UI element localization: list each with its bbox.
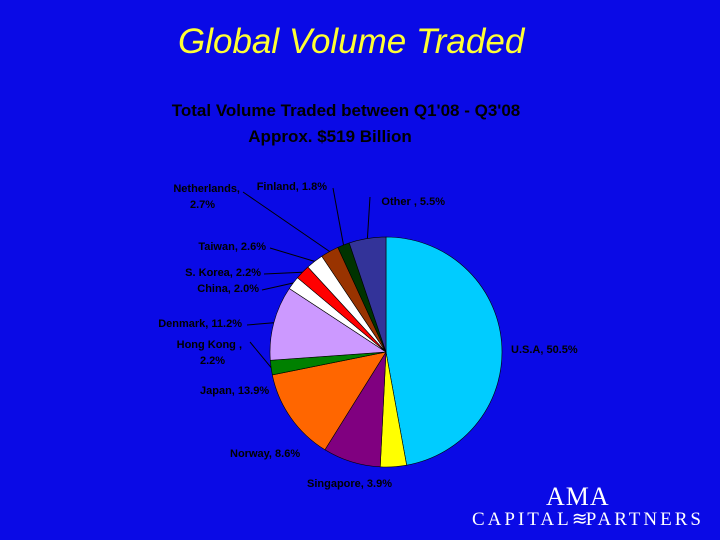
leader-line — [246, 322, 274, 326]
logo-tagline: CAPITAL≋PARTNERS — [472, 508, 704, 531]
slice-label: 2.2% — [200, 355, 225, 367]
leader-line — [249, 341, 272, 368]
slide-title: Global Volume Traded — [178, 22, 525, 61]
slice-label: China, 2.0% — [197, 283, 259, 295]
logo-name: AMA — [546, 482, 610, 511]
slice-label: Japan, 13.9% — [200, 385, 269, 397]
pie-slice-u-s-a — [385, 236, 503, 466]
slice-label: Denmark, 11.2% — [158, 318, 242, 330]
pie-slice-denmark — [269, 288, 387, 361]
slice-label: Singapore, 3.9% — [307, 478, 392, 490]
logo-word-right: PARTNERS — [585, 509, 704, 530]
logo-word-left: CAPITAL — [472, 509, 572, 530]
leader-line — [263, 271, 303, 275]
leader-line — [261, 282, 294, 291]
slice-label: Taiwan, 2.6% — [198, 241, 266, 253]
slice-label: 2.7% — [190, 199, 215, 211]
pie-slice-other — [348, 236, 387, 353]
leader-line — [366, 196, 371, 239]
slice-label: Netherlands, — [173, 183, 240, 195]
chart-subtitle: Approx. $519 Billion — [248, 127, 412, 146]
leader-line — [242, 191, 330, 252]
chart-title: Total Volume Traded between Q1'08 - Q3'0… — [171, 101, 521, 120]
slice-label: Norway, 8.6% — [230, 448, 300, 460]
pie-slice-japan — [271, 351, 387, 451]
logo-wave-icon: ≋ — [571, 509, 591, 530]
leader-line — [332, 187, 344, 246]
slice-label: Finland, 1.8% — [257, 181, 328, 193]
slice-label: Other , 5.5% — [381, 196, 445, 208]
slice-label: U.S.A, 50.5% — [511, 344, 578, 356]
slice-label: Hong Kong , — [177, 339, 242, 351]
slice-label: S. Korea, 2.2% — [185, 267, 261, 279]
leader-line — [269, 247, 315, 262]
